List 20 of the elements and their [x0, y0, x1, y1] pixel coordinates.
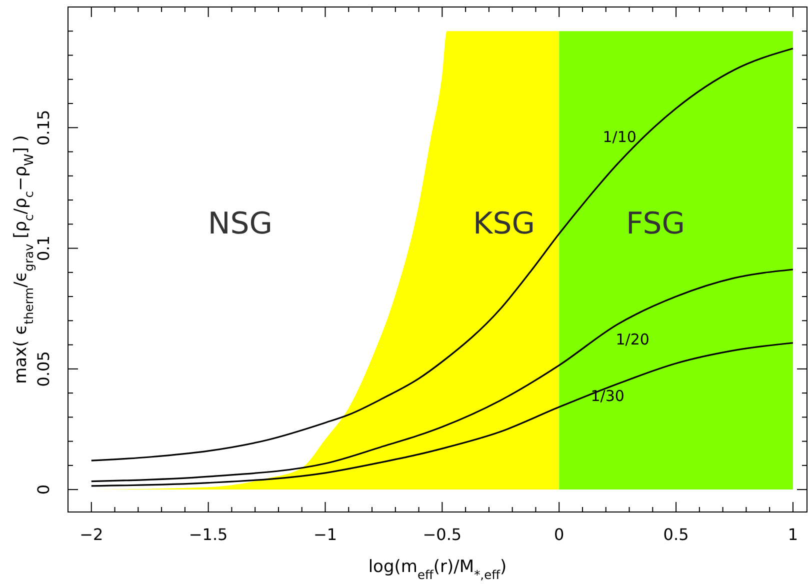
series-label: 1/10	[602, 128, 636, 146]
x-tick-label: −1.5	[188, 525, 228, 544]
x-tick-label: −2	[80, 525, 104, 544]
series-label: 1/20	[616, 330, 650, 348]
annotation: KSG	[473, 206, 535, 242]
y-tick-label: 0.15	[34, 110, 53, 146]
annotation: NSG	[208, 206, 273, 242]
x-tick-label: 1	[788, 525, 798, 544]
y-tick-label: 0.05	[34, 351, 53, 387]
line-series	[90, 268, 794, 482]
x-tick-label: 0	[554, 525, 564, 544]
x-tick-label: 0.5	[663, 525, 689, 544]
line-series	[90, 48, 794, 462]
series-label: 1/30	[590, 386, 624, 405]
annotation: FSG	[626, 206, 686, 242]
y-tick-label: 0	[34, 484, 53, 495]
x-axis-title: log(m$_{eff}$(r)/M$_{*,eff}$)	[368, 557, 507, 582]
x-tick-label: −0.5	[422, 525, 462, 544]
x-tick-label: −1	[313, 525, 338, 544]
y-tick-label: 0.1	[34, 236, 53, 262]
